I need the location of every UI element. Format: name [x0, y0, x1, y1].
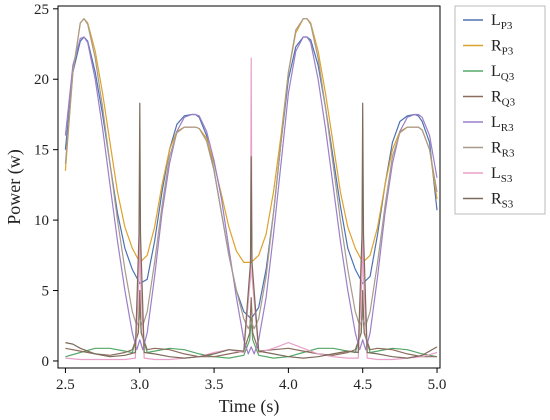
legend-entry-main: R [491, 140, 502, 157]
series-line-l-r3 [64, 36, 438, 355]
x-tick-label: 3.0 [130, 377, 149, 393]
legend-entry-main: R [491, 38, 502, 55]
legend-entry-l-s3: LS3 [491, 165, 513, 185]
y-tick-label: 0 [42, 354, 50, 370]
x-tick-label: 4.5 [353, 377, 372, 393]
legend-entry-l-p3: LP3 [491, 12, 513, 32]
y-tick-label: 15 [34, 143, 49, 159]
legend-entry-main: L [491, 165, 501, 182]
legend-box [454, 5, 546, 215]
series-layer [64, 18, 438, 361]
legend-entry-r-r3: RR3 [491, 140, 515, 160]
y-tick-label: 25 [34, 2, 49, 18]
legend-entry-l-r3: LR3 [491, 114, 514, 134]
legend-entry-subscript: S3 [502, 199, 514, 211]
series-line-r-p3 [64, 18, 438, 263]
x-axis-label: Time (s) [219, 396, 280, 417]
legend-entry-main: R [491, 191, 502, 208]
x-tick-label: 2.5 [56, 377, 75, 393]
legend-entry-main: L [491, 63, 501, 80]
series-line-l-q3 [65, 304, 438, 359]
x-tick-label: 4.0 [279, 377, 298, 393]
legend-entry-r-p3: RP3 [491, 38, 514, 58]
legend-entry-l-q3: LQ3 [491, 63, 515, 83]
series-line-l-s3 [65, 57, 438, 361]
y-tick-label: 20 [34, 72, 49, 88]
series-line-r-r3 [64, 18, 438, 330]
legend-entry-subscript: P3 [501, 20, 513, 32]
legend-entry-r-q3: RQ3 [491, 89, 516, 109]
y-axis-label: Power (w) [4, 149, 25, 224]
legend-entry-main: L [491, 114, 501, 131]
legend-entry-main: L [491, 12, 501, 29]
legend-entry-subscript: Q3 [501, 71, 515, 83]
series-line-r-s3 [65, 102, 438, 359]
legend-entry-subscript: R3 [502, 148, 515, 160]
legend-entry-subscript: Q3 [502, 97, 516, 109]
x-tick-label: 3.5 [205, 377, 224, 393]
x-axis: 2.5 3.0 3.5 4.0 4.5 5.0 [56, 368, 446, 393]
legend-entry-r-s3: RS3 [491, 191, 514, 211]
series-line-r-q3 [65, 289, 437, 358]
legend-entry-main: R [491, 89, 502, 106]
plot-frame [57, 5, 441, 369]
x-tick-label: 5.0 [428, 377, 447, 393]
legend-entry-subscript: S3 [501, 173, 513, 185]
y-tick-label: 5 [42, 284, 50, 300]
y-tick-label: 10 [34, 213, 49, 229]
legend-entry-subscript: R3 [501, 122, 514, 134]
y-axis: 0 5 10 15 20 25 [34, 2, 58, 370]
legend-entry-subscript: P3 [502, 46, 514, 58]
